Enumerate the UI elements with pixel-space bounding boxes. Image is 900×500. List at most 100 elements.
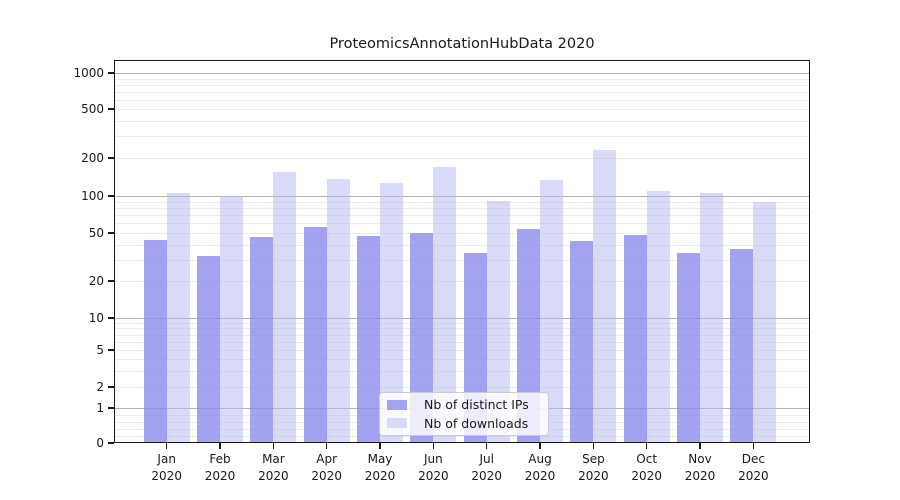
gridline-minor — [114, 341, 810, 343]
gridline-minor — [114, 436, 810, 437]
y-axis-tick — [108, 442, 114, 444]
y-tick-label: 1000 — [73, 66, 104, 80]
bar-distinct-ips-jan — [143, 239, 167, 443]
bar-downloads-apr — [326, 178, 350, 443]
gridline-minor — [114, 207, 810, 209]
bar-distinct-ips-nov — [677, 253, 700, 443]
bar-distinct-ips-jun — [410, 233, 434, 443]
bar-distinct-ips-feb — [197, 256, 220, 443]
y-tick-label: 1 — [96, 401, 104, 415]
x-axis-tick — [646, 443, 648, 449]
legend-item-distinct-ips: Nb of distinct IPs — [387, 397, 540, 413]
gridline-major — [114, 196, 810, 197]
x-tick-label-sep: Sep 2020 — [578, 452, 609, 483]
x-axis-tick — [592, 443, 595, 449]
gridline-major — [114, 73, 810, 74]
gridline-minor — [114, 99, 810, 101]
y-tick-label: 50 — [88, 226, 104, 240]
x-axis-tick — [219, 443, 221, 449]
legend-item-downloads: Nb of downloads — [387, 416, 540, 432]
x-tick-label-jan: Jan 2020 — [151, 452, 182, 483]
gridline-minor — [114, 91, 810, 93]
bar-downloads-jul — [486, 200, 510, 443]
y-tick-label: 500 — [81, 102, 104, 116]
x-tick-label-jun: Jun 2020 — [418, 452, 449, 483]
gridline-minor — [114, 387, 810, 388]
y-tick-label: 10 — [88, 311, 104, 325]
y-tick-label: 5 — [96, 343, 104, 357]
x-axis-tick — [432, 443, 435, 449]
y-tick-label: 100 — [81, 189, 104, 203]
gridline-minor — [114, 281, 810, 282]
y-axis-tick — [108, 232, 114, 234]
bar-distinct-ips-mar — [250, 237, 274, 443]
x-tick-label-dec: Dec 2020 — [738, 452, 769, 483]
x-tick-label-apr: Apr 2020 — [311, 452, 342, 483]
gridline-minor — [114, 233, 810, 234]
legend-swatch-distinct-ips — [387, 399, 407, 410]
chart-title: ProteomicsAnnotationHubData 2020 — [329, 36, 595, 52]
gridline-minor — [114, 136, 810, 138]
legend-box: Nb of distinct IPs Nb of downloads — [379, 392, 549, 436]
y-axis-tick — [108, 157, 114, 159]
gridline-minor — [114, 215, 810, 216]
plot-area: 0 1 2 5 10 20 50 100 200 500 1000 Jan 2020 Feb 2020 M… — [73, 60, 810, 483]
bar-distinct-ips-apr — [303, 227, 327, 443]
gridline-minor — [114, 201, 810, 203]
gridline-major — [114, 318, 810, 319]
y-axis-tick — [108, 280, 114, 282]
y-axis-tick — [108, 407, 114, 409]
x-tick-label-nov: Nov 2020 — [684, 452, 716, 483]
x-axis-tick — [166, 443, 168, 449]
y-axis-tick — [108, 72, 114, 74]
bar-distinct-ips-may — [357, 236, 380, 443]
y-axis-tick — [108, 195, 114, 197]
x-tick-label-aug: Aug 2020 — [524, 452, 556, 483]
x-tick-label-mar: Mar 2020 — [258, 452, 289, 483]
y-tick-label: 20 — [88, 274, 104, 288]
bar-downloads-dec — [753, 201, 777, 443]
y-tick-label: 200 — [81, 151, 104, 165]
x-axis-tick — [752, 443, 755, 449]
legend-label-downloads: Nb of downloads — [424, 415, 529, 431]
bar-downloads-jun — [433, 166, 457, 443]
bar-downloads-mar — [273, 172, 297, 443]
y-tick-label: 2 — [96, 380, 104, 394]
legend-label-distinct-ips: Nb of distinct IPs — [424, 397, 529, 413]
bar-distinct-ips-aug — [517, 228, 540, 443]
bar-downloads-feb — [220, 196, 243, 443]
x-tick-label-jul: Jul 2020 — [471, 452, 502, 483]
gridline-minor — [114, 78, 810, 80]
bar-downloads-may — [380, 182, 403, 443]
x-axis-tick — [699, 443, 701, 449]
legend-swatch-downloads — [387, 418, 407, 429]
gridline-minor — [114, 109, 810, 110]
x-axis-tick — [539, 443, 541, 449]
gridline-minor — [114, 84, 810, 86]
x-axis-tick — [379, 443, 381, 449]
y-axis-tick — [108, 349, 114, 351]
bar-distinct-ips-oct — [623, 235, 647, 443]
gridline-minor — [114, 370, 810, 372]
bar-distinct-ips-dec — [730, 248, 754, 443]
y-tick-label: 0 — [96, 436, 104, 450]
bar-downloads-aug — [540, 180, 563, 443]
gridline-minor — [114, 259, 810, 261]
y-axis-tick — [108, 386, 114, 388]
gridline-minor — [114, 158, 810, 159]
bar-downloads-sep — [593, 150, 617, 443]
gridline-minor — [114, 328, 810, 330]
bar-downloads-oct — [646, 190, 670, 443]
x-tick-label-feb: Feb 2020 — [204, 452, 236, 483]
x-tick-label-may: May 2020 — [364, 452, 396, 483]
gridline-minor — [114, 223, 810, 225]
x-axis-tick — [486, 443, 488, 449]
gridline-minor — [114, 322, 810, 324]
x-axis-tick — [272, 443, 275, 449]
gridline-minor — [114, 334, 810, 336]
x-axis-tick — [326, 443, 328, 449]
gridline-minor — [114, 244, 810, 246]
gridline-minor — [114, 350, 810, 351]
y-axis-tick — [108, 317, 114, 319]
